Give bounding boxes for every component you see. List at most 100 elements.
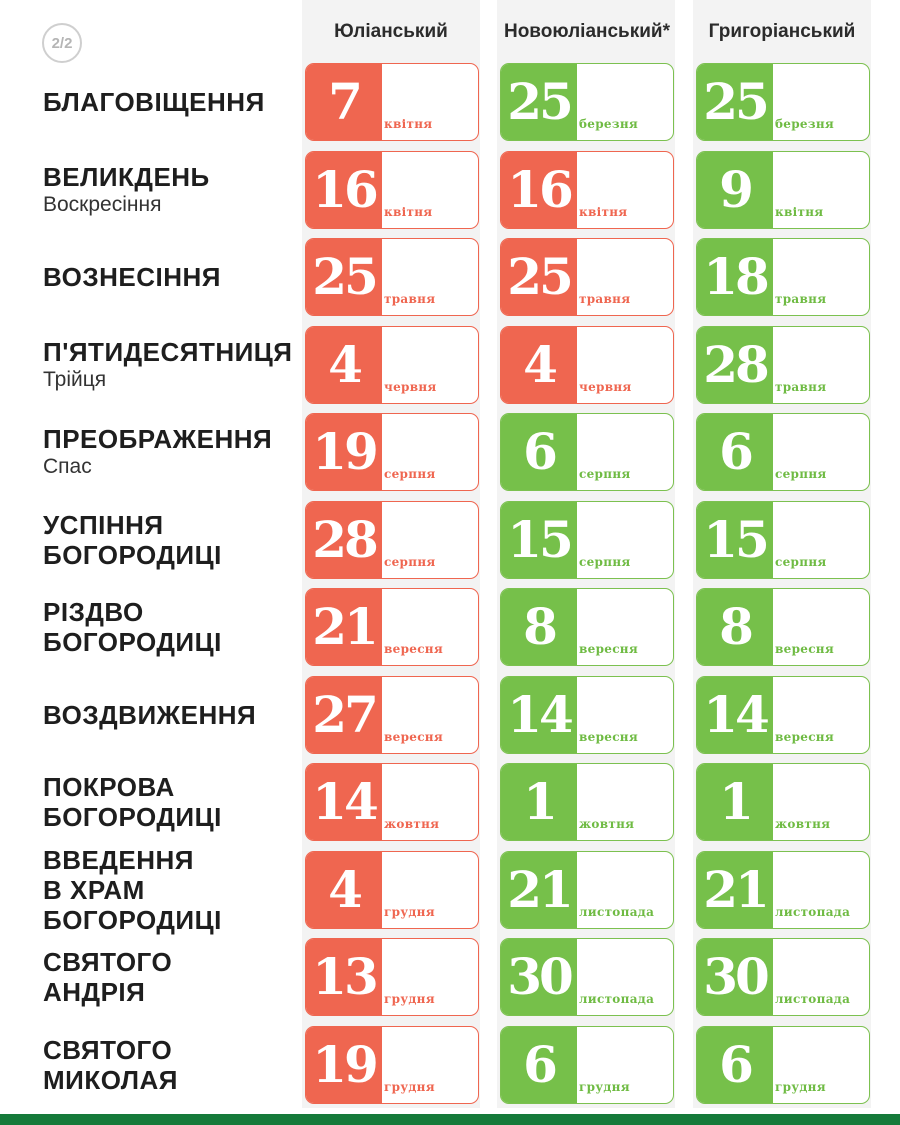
feast-label: ВЕЛИКДЕНЬ Воскресіння: [43, 149, 298, 231]
date-card-new-julian: 25 травня: [500, 238, 674, 316]
feast-row: ВОЗНЕСІННЯ 25 травня 25 травня 18 травня: [0, 236, 900, 318]
month-name: вересня: [384, 729, 444, 744]
feast-name: БЛАГОВІЩЕННЯ: [43, 87, 265, 117]
month-name: червня: [579, 379, 632, 394]
header-gregorian: Григоріанський: [708, 21, 856, 42]
date-card-julian: 21 вересня: [305, 588, 479, 666]
month-name: квітня: [384, 204, 433, 219]
feast-row: УСПІННЯ БОГОРОДИЦІ 28 серпня 15 серпня 15 серп…: [0, 499, 900, 581]
date-card-gregorian: 18 травня: [696, 238, 870, 316]
day-number: 14: [306, 764, 382, 840]
month-name: вересня: [579, 642, 639, 656]
date-card-new-julian: 15 серпня: [500, 500, 674, 579]
date-card-new-julian: 6 серпня: [500, 413, 674, 491]
month-name: вересня: [384, 642, 444, 656]
feast-label: ВОЗНЕСІННЯ: [43, 236, 298, 318]
day-number: 25: [697, 64, 773, 140]
feast-row: ВЕЛИКДЕНЬ Воскресіння 16 квітня 16 квітня 9 кві…: [0, 149, 900, 231]
feast-subtitle: Спас: [43, 455, 92, 478]
feast-name: П'ЯТИДЕСЯТНИЦЯ: [43, 336, 293, 367]
day-number: 14: [697, 676, 773, 753]
month-name: серпня: [775, 554, 827, 569]
month-name: жовтня: [384, 817, 440, 831]
month-name: травня: [775, 379, 827, 394]
month-name: листопада: [775, 904, 851, 919]
day-number: 8: [501, 589, 577, 665]
date-card-julian: 16 квітня: [305, 150, 479, 229]
date-card-julian: 4 грудня: [305, 850, 479, 929]
month-name: травня: [579, 292, 631, 306]
month-name: серпня: [579, 467, 631, 481]
date-card-julian: 25 травня: [305, 238, 479, 316]
date-card-gregorian: 6 серпня: [696, 413, 870, 491]
feast-label: ВОЗДВИЖЕННЯ: [43, 674, 298, 756]
month-name: грудня: [579, 1079, 630, 1094]
day-number: 13: [306, 939, 382, 1015]
date-card-new-julian: 16 квітня: [500, 150, 674, 229]
date-card-new-julian: 8 вересня: [500, 588, 674, 666]
month-name: травня: [775, 292, 827, 306]
feast-name: ВОЗДВИЖЕННЯ: [43, 699, 257, 730]
date-card-julian: 13 грудня: [305, 938, 479, 1016]
day-number: 21: [697, 851, 773, 928]
feast-label: СВЯТОГО МИКОЛАЯ: [43, 1024, 298, 1106]
feast-label: ВВЕДЕННЯ В ХРАМ БОГОРОДИЦІ: [43, 845, 298, 935]
feast-row: П'ЯТИДЕСЯТНИЦЯ Трійця 4 червня 4 червня 28 трав…: [0, 324, 900, 406]
date-card-new-julian: 14 вересня: [500, 675, 674, 754]
date-card-julian: 19 грудня: [305, 1025, 479, 1104]
day-number: 25: [501, 239, 577, 315]
date-card-gregorian: 14 вересня: [696, 675, 870, 754]
day-number: 4: [306, 851, 382, 928]
month-name: листопада: [579, 904, 655, 919]
feast-label: БЛАГОВІЩЕННЯ: [43, 61, 298, 143]
month-name: квітня: [775, 204, 824, 219]
feast-label: УСПІННЯ БОГОРОДИЦІ: [43, 499, 298, 581]
month-name: квітня: [384, 117, 433, 131]
day-number: 4: [306, 326, 382, 403]
day-number: 15: [501, 501, 577, 578]
header-julian: Юліанський: [334, 21, 448, 42]
feast-row: ВВЕДЕННЯ В ХРАМ БОГОРОДИЦІ 4 грудня 21 листо…: [0, 845, 900, 935]
date-card-new-julian: 21 листопада: [500, 850, 674, 929]
day-number: 7: [306, 64, 382, 140]
date-card-new-julian: 25 березня: [500, 63, 674, 141]
month-name: серпня: [384, 554, 436, 569]
date-card-new-julian: 4 червня: [500, 325, 674, 404]
date-card-julian: 4 червня: [305, 325, 479, 404]
day-number: 6: [697, 1026, 773, 1103]
date-card-gregorian: 21 листопада: [696, 850, 870, 929]
day-number: 16: [501, 151, 577, 228]
month-name: квітня: [579, 204, 628, 219]
feast-name: ВОЗНЕСІННЯ: [43, 262, 221, 292]
feast-subtitle: Трійця: [43, 367, 107, 391]
feast-name: СВЯТОГО АНДРІЯ: [43, 947, 173, 1007]
day-number: 19: [306, 414, 382, 490]
day-number: 16: [306, 151, 382, 228]
day-number: 28: [697, 326, 773, 403]
date-card-julian: 28 серпня: [305, 500, 479, 579]
day-number: 30: [501, 939, 577, 1015]
day-number: 21: [306, 589, 382, 665]
date-card-new-julian: 30 листопада: [500, 938, 674, 1016]
feast-subtitle: Воскресіння: [43, 192, 162, 216]
month-name: серпня: [384, 467, 436, 481]
day-number: 25: [501, 64, 577, 140]
month-name: грудня: [775, 1079, 826, 1094]
day-number: 21: [501, 851, 577, 928]
feast-name: ПРЕОБРАЖЕННЯ: [43, 424, 273, 454]
feast-row: РІЗДВО БОГОРОДИЦІ 21 вересня 8 вересня 8 верес…: [0, 586, 900, 668]
month-name: березня: [579, 117, 639, 131]
feast-name: УСПІННЯ БОГОРОДИЦІ: [43, 509, 222, 570]
date-card-julian: 27 вересня: [305, 675, 479, 754]
date-card-gregorian: 6 грудня: [696, 1025, 870, 1104]
month-name: листопада: [775, 992, 851, 1006]
day-number: 8: [697, 589, 773, 665]
day-number: 1: [697, 764, 773, 840]
feast-row: ВОЗДВИЖЕННЯ 27 вересня 14 вересня 14 вересня: [0, 674, 900, 756]
date-card-gregorian: 1 жовтня: [696, 763, 870, 841]
date-card-new-julian: 1 жовтня: [500, 763, 674, 841]
month-name: серпня: [775, 467, 827, 481]
month-name: травня: [384, 292, 436, 306]
feast-name: РІЗДВО БОГОРОДИЦІ: [43, 597, 222, 657]
month-name: грудня: [384, 992, 435, 1006]
